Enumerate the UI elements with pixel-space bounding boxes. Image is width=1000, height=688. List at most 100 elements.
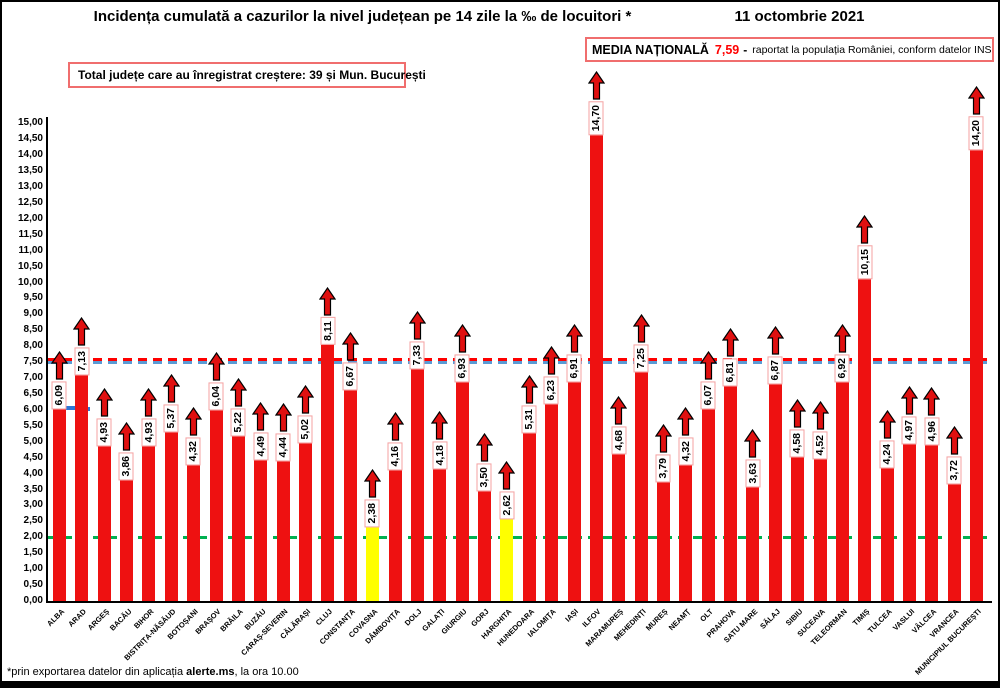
chart-date: 11 octombrie 2021 [734,8,865,25]
bar-annotation-ilfov: 14,70 [584,70,608,135]
y-axis-tick-label: 9,00 [23,308,43,320]
bar-annotation-harghita: 2,62 [495,461,519,520]
increase-arrow-icon [431,411,449,441]
increase-arrow-icon [677,406,695,436]
bar-value-label: 5,31 [522,405,537,434]
bar-annotation-timi-: 10,15 [853,215,877,280]
increase-arrow-icon [274,403,292,432]
bar-annotation-vrancea: 3,72 [942,426,966,485]
x-axis-label-neam-: NEAMȚ [667,607,693,633]
reference-line-threshold-2 [48,536,988,540]
footnote: *prin exportarea datelor din aplicația a… [7,666,299,678]
national-average-suffix: raportat la populația României, conform … [752,43,992,56]
bar-value-label: 6,09 [52,380,67,410]
bar-satu-mare [746,485,760,601]
y-axis-tick-label: 10,50 [17,260,43,272]
bar-value-label: 6,67 [343,362,358,391]
bar-olt [701,407,715,601]
increase-arrow-icon [878,409,896,439]
bar-value-label: 6,87 [768,355,783,385]
increase-arrow-icon [901,386,919,415]
bar-giurgiu [455,380,469,601]
bar-value-label: 6,23 [544,376,559,405]
increase-arrow-icon [207,352,225,381]
y-axis-tick-label: 0,50 [23,579,43,591]
bar-br-ila [231,434,245,601]
y-axis-tick-label: 9,50 [23,292,43,304]
bar-value-label: 3,72 [947,456,962,485]
increase-arrow-icon [140,387,158,417]
bar-value-label: 6,93 [454,353,470,383]
bar-dolj [410,367,424,601]
bar-value-label: 4,68 [611,425,626,454]
bar-value-label: 7,13 [74,347,90,376]
increase-arrow-icon [923,386,941,416]
national-average-box: MEDIA NAȚIONALĂ 7,59 - raportat la popul… [585,37,994,62]
y-axis-tick-label: 7,00 [23,372,43,384]
growth-counties-box: Total județe care au înregistrat creșter… [68,62,426,88]
bar-annotation-boto-ani: 4,32 [182,406,206,466]
y-axis-tick-label: 11,50 [18,228,43,240]
bar-value-label: 6,91 [566,354,582,383]
increase-arrow-icon [341,332,359,361]
increase-arrow-icon [587,70,605,100]
bar-value-label: 2,38 [365,498,380,528]
bar-value-label: 4,44 [275,433,291,462]
bar-constan-a [343,388,357,601]
y-axis-tick-label: 13,50 [17,165,43,177]
increase-arrow-icon [610,395,628,425]
bar-suceava [813,457,827,601]
y-axis-tick-label: 8,50 [23,324,43,336]
bar-annotation-c-l-ra-i: 5,02 [294,384,318,444]
bar-annotation-vaslui: 4,97 [898,386,922,445]
y-axis-tick-label: 3,00 [23,499,43,511]
y-axis-tick-label: 5,50 [23,419,43,431]
bar-vaslui [903,442,917,601]
bar-hunedoara [522,431,536,601]
bar-value-label: 2,62 [499,491,515,520]
increase-arrow-icon [632,313,650,343]
bar-value-label: 7,33 [410,341,425,370]
x-axis-label-s-laj: SĂLAJ [757,607,782,631]
bar-value-label: 5,22 [231,408,246,437]
bar-annotation-hunedoara: 5,31 [517,375,541,434]
increase-arrow-icon [118,421,136,451]
bar-value-label: 3,79 [656,453,671,483]
bar-value-label: 3,86 [119,451,134,481]
bar-value-label: 4,32 [186,436,201,466]
increase-arrow-icon [968,86,986,116]
bar-gorj [478,489,492,601]
bar-annotation-tulcea: 4,24 [875,409,899,468]
y-axis-tick-label: 12,50 [17,196,43,208]
y-axis-tick-label: 12,00 [17,212,43,224]
x-axis-label-bac-u: BACĂU [107,607,133,633]
reference-line-media-nationala [48,358,988,362]
bar-annotation-dolj: 7,33 [405,311,429,370]
bar-boto-ani [187,463,201,601]
increase-arrow-icon [654,423,672,453]
y-axis-line [46,117,48,602]
bar-value-label: 4,96 [924,416,940,446]
bar-value-label: 8,11 [320,316,336,345]
increase-arrow-icon [51,350,68,380]
increase-arrow-icon [699,351,717,380]
bar-annotation-mehedin-i: 7,25 [629,313,653,373]
bar-prahova [724,384,738,601]
increase-arrow-icon [833,324,851,353]
bar-annotation-bihor: 4,93 [137,387,161,446]
increase-arrow-icon [252,401,270,431]
y-axis-tick-label: 4,50 [23,451,43,463]
increase-arrow-icon [520,375,538,405]
bar-v-lcea [925,443,939,601]
y-axis-tick-label: 13,00 [17,180,43,192]
x-axis-label-sibiu: SIBIU [783,607,805,628]
y-axis-tick-label: 3,50 [23,483,43,495]
bar-cara-severin [276,459,290,601]
increase-arrow-icon [945,426,963,455]
bar-mure- [656,480,670,601]
bar-bihor [142,443,156,601]
bar-s-laj [768,382,782,601]
bar-d-mbovi-a [388,468,402,601]
y-axis-tick-label: 6,00 [23,403,43,415]
bar-annotation-suceava: 4,52 [808,400,832,460]
